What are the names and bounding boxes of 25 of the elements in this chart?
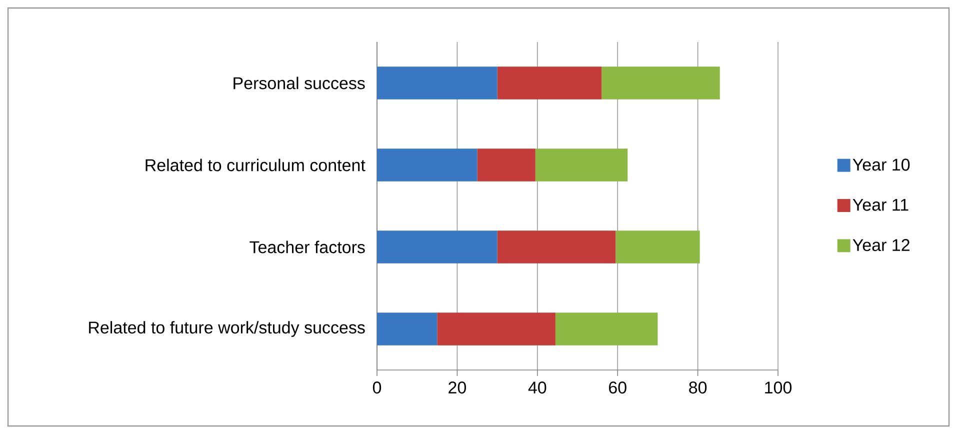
x-tick-label: 20 — [448, 382, 466, 394]
y-tick-label: Related to curriculum content — [146, 158, 366, 172]
y-tick-label: Personal success — [234, 76, 365, 90]
bar — [497, 66, 602, 100]
legend-label: Year 10 — [852, 158, 910, 171]
bar — [602, 66, 720, 100]
legend-label: Year 12 — [852, 239, 910, 252]
bar — [616, 230, 700, 264]
bar — [377, 148, 478, 182]
x-tick-label: 0 — [372, 382, 382, 394]
bar — [377, 312, 438, 346]
x-tick-label: 40 — [528, 382, 546, 394]
x-tick-label: 60 — [609, 382, 626, 394]
x-tick-label: 100 — [765, 382, 792, 394]
bar — [555, 312, 658, 346]
bar — [497, 230, 616, 264]
bar — [535, 148, 628, 182]
bar — [477, 148, 536, 182]
bar — [377, 230, 498, 264]
bar — [437, 312, 556, 346]
y-tick-label: Related to future work/study success — [89, 321, 365, 337]
y-tick-label: Teacher factors — [250, 240, 365, 254]
bar — [377, 66, 498, 100]
legend-label: Year 11 — [852, 198, 908, 211]
x-tick-label: 80 — [689, 382, 707, 394]
